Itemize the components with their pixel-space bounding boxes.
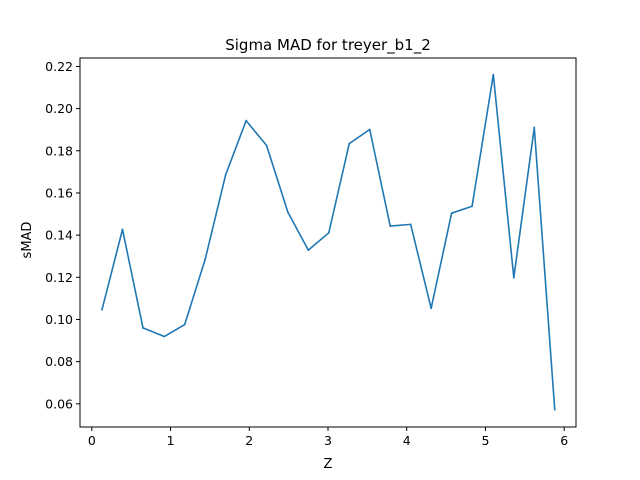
y-tick-label: 0.12 bbox=[45, 270, 73, 285]
x-tick-label: 1 bbox=[167, 433, 175, 448]
x-tick-label: 5 bbox=[481, 433, 489, 448]
y-tick-label: 0.20 bbox=[45, 101, 73, 116]
y-axis-label: sMAD bbox=[20, 222, 35, 259]
data-point bbox=[286, 211, 289, 214]
plot-area bbox=[101, 73, 556, 411]
y-axis-ticks: 0.06 0.08 0.10 0.12 0.14 0.16 0.18 0.20 0.22 bbox=[45, 59, 80, 411]
data-point bbox=[553, 408, 556, 411]
plot-frame bbox=[79, 57, 577, 428]
data-point bbox=[327, 231, 330, 234]
data-point bbox=[204, 258, 207, 261]
data-point bbox=[471, 205, 473, 208]
data-point bbox=[348, 142, 351, 145]
y-tick-label: 0.22 bbox=[45, 59, 73, 74]
y-tick-label: 0.06 bbox=[45, 396, 73, 411]
data-point bbox=[533, 126, 536, 129]
data-point bbox=[265, 144, 268, 147]
y-tick-label: 0.14 bbox=[45, 228, 73, 243]
y-tick-label: 0.08 bbox=[45, 354, 73, 369]
data-point bbox=[512, 276, 515, 279]
data-point bbox=[163, 335, 166, 338]
y-tick-label: 0.10 bbox=[45, 312, 73, 327]
data-point bbox=[121, 228, 124, 231]
data-point bbox=[142, 327, 144, 329]
data-point bbox=[183, 323, 186, 326]
data-point bbox=[224, 173, 227, 176]
data-point bbox=[389, 225, 392, 227]
data-point bbox=[492, 73, 495, 76]
x-axis-label: Z bbox=[324, 457, 333, 472]
data-point bbox=[430, 307, 433, 310]
x-tick-label: 2 bbox=[245, 433, 253, 448]
data-point bbox=[368, 128, 371, 131]
x-tick-label: 6 bbox=[560, 433, 568, 448]
x-axis-ticks: 0 1 2 3 4 5 6 bbox=[88, 427, 568, 448]
data-point bbox=[409, 223, 412, 226]
x-tick-label: 0 bbox=[88, 433, 96, 448]
y-tick-label: 0.18 bbox=[45, 143, 73, 158]
x-tick-label: 3 bbox=[324, 433, 332, 448]
data-point bbox=[245, 119, 248, 122]
y-tick-label: 0.16 bbox=[45, 185, 73, 200]
data-point bbox=[101, 308, 103, 311]
data-point bbox=[450, 212, 453, 215]
data-point bbox=[307, 249, 310, 251]
x-tick-label: 4 bbox=[403, 433, 411, 448]
chart-title: Sigma MAD for treyer_b1_2 bbox=[225, 36, 431, 55]
